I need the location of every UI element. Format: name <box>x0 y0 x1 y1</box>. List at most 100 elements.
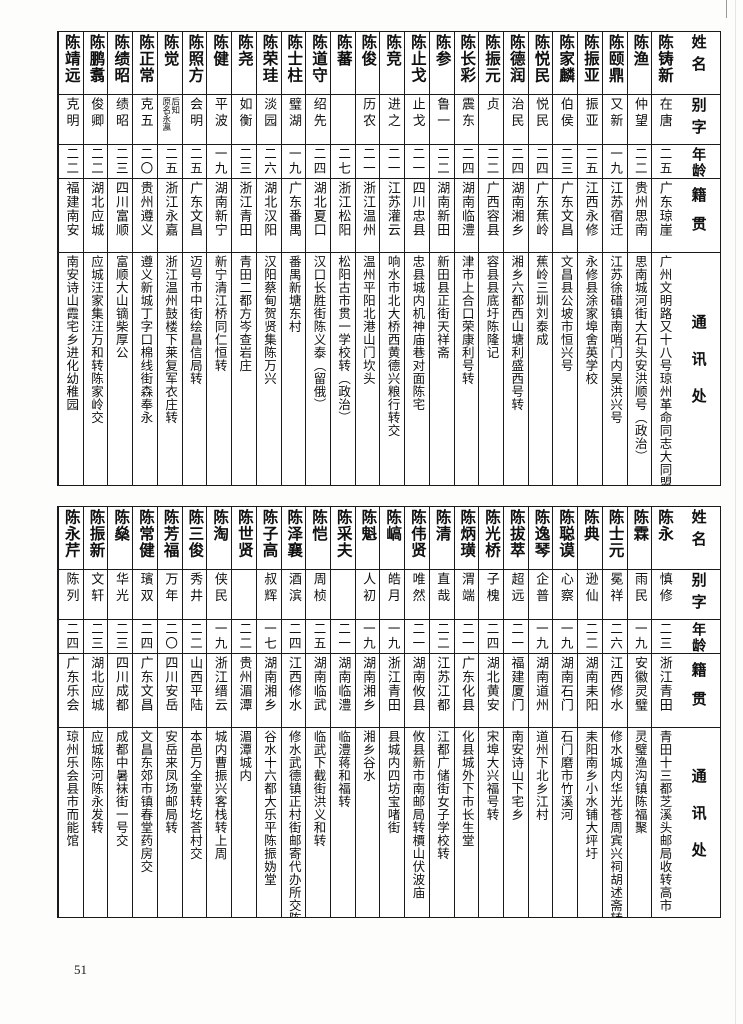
roster-entry-column[interactable]: 陈魁 人初 一九 湖南湘乡 湘乡谷水 <box>354 507 380 917</box>
roster-entry-column[interactable]: 陈士柱 璧湖 一九 广东番禺 番禺新塘东村 <box>280 32 306 485</box>
age-text: 二五 <box>657 147 673 176</box>
roster-entry-column[interactable]: 陈清 直哉 二二 江苏江都 江都广储街女子学校转 <box>428 507 454 917</box>
roster-entry-column[interactable]: 陈道守 绍先 二四 湖北夏口 汉口长胜街陈义泰（留俄） <box>305 32 330 485</box>
roster-entry-column[interactable]: 陈子高 叔辉 一七 湖南湘乡 谷水十六都大乐平陈振妫堂 <box>255 507 281 917</box>
roster-entry-column[interactable]: 陈参 鲁一 二二 湖南新田 新田县正街天祥斋 <box>428 32 454 485</box>
roster-entry-column[interactable]: 陈长彩 震东 二四 湖南临澧 津市上合口荣康利号转 <box>453 32 479 485</box>
roster-entry-column[interactable]: 陈常健 璸双 二四 广东文昌 文昌东郊市镇春堂药房交 <box>132 507 157 917</box>
roster-entry-column[interactable]: 陈三俊 秀井 二二 山西平陆 本邑万全堂转圪荅村交 <box>181 507 207 917</box>
roster-entry-column[interactable]: 陈霖 雨民 一九 安徽灵璧 灵璧渔沟镇陈福聚 <box>626 507 652 917</box>
roster-entry-column[interactable]: 陈拔萃 超远 二一 福建厦门 南安诗山下宅乡 <box>502 507 528 917</box>
roster-entry-column[interactable]: 陈铸新 在唐 二五 广东琼崖 广州文明路又十八号琼州革命同志大同盟会（政治） <box>651 32 676 485</box>
cell-name: 陈泽襄 <box>282 507 306 569</box>
roster-entry-column[interactable]: 陈靖远 克明 二二 福建南安 南安诗山霞宅乡进化幼稚园 <box>58 32 83 485</box>
cell-alias: 克五 <box>133 94 157 144</box>
roster-entry-column[interactable]: 陈振亚 振亚 二五 江西永修 永修县涂家埠舍英学校 <box>577 32 602 485</box>
name-text: 陈振元 <box>483 34 501 84</box>
roster-entry-column[interactable]: 陈蕃 二七 浙江松阳 松阳古市贯一学校转（政治） <box>329 32 355 485</box>
roster-entry-column[interactable]: 陈荣珪 淡园 二六 湖北汉阳 汉阳蔡甸贺贤集陈万兴 <box>255 32 281 485</box>
alias-text: 周桢 <box>310 572 326 605</box>
cell-native-place: 湖南湘乡 <box>256 653 281 727</box>
cell-native-place: 湖北汉阳 <box>256 178 281 252</box>
roster-entry-column[interactable]: 陈采夫 二一 湖南临澧 临澧蒋和福转 <box>329 507 355 917</box>
alias-text: 会明 <box>187 97 203 130</box>
roster-entry-column[interactable]: 陈逸琴 企普 一九 湖南道州 道州下北乡江村 <box>527 507 553 917</box>
roster-entry-column[interactable]: 陈聪谟 心察 一九 湖南石门 石门磨市竹溪河 <box>552 507 578 917</box>
cell-native-place: 四川富顺 <box>108 178 133 252</box>
cell-address: 南安诗山下宅乡 <box>503 727 528 917</box>
roster-entry-column[interactable]: 陈鹏翥 俊卿 二二 湖北应城 应城汪家集汪万和转陈家岭交 <box>82 32 108 485</box>
age-text: 二一 <box>509 622 525 651</box>
roster-entry-column[interactable]: 陈永芹 陈列 二四 广东乐会 琼州乐会县市而能馆 <box>58 507 83 917</box>
roster-entry-column[interactable]: 陈光桥 子槐 二四 湖北黄安 宋埠大兴福号转 <box>478 507 503 917</box>
cell-name: 陈鹏翥 <box>84 32 108 94</box>
roster-entry-column[interactable]: 陈止戈 止戈 二一 四川忠县 忠县城内机神庙巷对面陈宅 <box>404 32 429 485</box>
cell-address: 谷水十六都大乐平陈振妫堂 <box>256 727 281 917</box>
roster-entry-column[interactable]: 陈世贤 二二 贵州湄潭 湄潭城内 <box>231 507 256 917</box>
roster-entry-column[interactable]: 陈伟贤 唯然 二一 湖南攸县 攸县新市南邮局转檟山伏波庙 <box>404 507 429 917</box>
age-text: 二四 <box>509 147 525 176</box>
cell-native-place: 湖北应城 <box>83 653 108 727</box>
roster-entry-column[interactable]: 陈士元 冕祥 二六 江西修水 修水城内华光苍周宾兴祠胡述斋转良塘 <box>601 507 627 917</box>
roster-entry-column[interactable]: 陈燊 华光 二三 四川成都 成都中暑袜街一号交 <box>107 507 133 917</box>
roster-entry-column[interactable]: 陈尧 如衡 二三 浙江青田 青田二都方岑查岩庄 <box>231 32 256 485</box>
cell-name: 陈正常 <box>133 32 157 94</box>
cell-native-place: 广东蕉岭 <box>528 178 553 252</box>
cell-name: 陈清 <box>430 507 454 569</box>
alias-text: 在唐 <box>656 97 672 130</box>
roster-entry-column[interactable]: 陈颐鼎 又新 一九 江苏宿迁 江苏徐碏镇南哨门内吴洪兴号 <box>601 32 627 485</box>
roster-entry-column[interactable]: 陈正常 克五 二〇 贵州遵义 遵义新城丁字口棉线街森奉永 <box>132 32 157 485</box>
roster-entry-column[interactable]: 陈淘 侠民 一九 浙江缙云 城内曹振兴客栈转上周 <box>206 507 232 917</box>
address-text: 临澧蒋和福转 <box>336 730 352 808</box>
roster-entry-column[interactable]: 陈芳福 万年 二〇 四川安岳 安岳来凤场邮局转 <box>156 507 182 917</box>
roster-entry-column[interactable]: 陈振元贞二二 广西容县 容县县底圩陈隆记 <box>478 32 503 485</box>
native-place-text: 湖北应城 <box>88 181 104 237</box>
roster-entry-column[interactable]: 陈炳璜 渭端 二一 广东化县 化县城外下市长生堂 <box>453 507 479 917</box>
cell-age: 二一 <box>380 144 405 178</box>
name-text: 陈霖 <box>631 509 650 542</box>
cell-alias: 会明 <box>182 94 207 144</box>
cell-native-place: 福建厦门 <box>503 653 528 727</box>
alias-text: 人初 <box>360 572 376 605</box>
cell-alias: 逊仙 <box>578 569 602 619</box>
roster-entry-column[interactable]: 陈泽襄 酒滨 二四 江西修水 修水武德镇正村街邮寄代办所交陈进七第 <box>280 507 306 917</box>
alias-annotation-part: 后知 <box>169 97 180 114</box>
cell-name: 陈魁 <box>356 507 380 569</box>
roster-entry-column[interactable]: 陈绩昭 绩昭 二三 四川富顺 富顺大山镝柴厚公 <box>107 32 133 485</box>
cell-age: 二三 <box>232 144 256 178</box>
native-place-text: 福建厦门 <box>508 656 524 712</box>
cell-address: 道州下北乡江村 <box>528 727 553 917</box>
roster-entry-column[interactable]: 陈德润 治民 二四 湖南湘乡 湘乡六都西山塘利盛西号转 <box>502 32 528 485</box>
roster-entry-column[interactable]: 陈觉 后知 原名永瀛 二五 浙江永嘉 浙江温州鼓楼下莱复军衣庄转 <box>156 32 182 485</box>
roster-entry-column[interactable]: 陈渔 仲望 二二 贵州思南 思南城河街大石头安洪顺号（政治） <box>626 32 652 485</box>
roster-entry-column[interactable]: 陈永 慎修 二三 浙江青田 青田十三都芝溪头邮局收转高市 <box>651 507 676 917</box>
roster-entry-column[interactable]: 陈恺 周桢 二五 湖南临武 临武下截街洪义和转 <box>305 507 330 917</box>
cell-native-place: 湖北夏口 <box>306 178 330 252</box>
roster-entry-column[interactable]: 陈俊 历农 二一 浙江温州 温州平阳北港山门坎头 <box>354 32 380 485</box>
cell-native-place: 广东乐会 <box>59 653 83 727</box>
cell-address: 应城陈河陈永发转 <box>83 727 108 917</box>
row-header-label: 别字 <box>689 97 708 141</box>
roster-entry-column[interactable]: 陈典 逊仙 二二 湖南耒阳 耒阳南乡小水铺大坪圩 <box>577 507 602 917</box>
roster-entry-column[interactable]: 陈照方 会明 二五 广东文昌 迈号市中街绘昌信局转 <box>181 32 207 485</box>
roster-entry-column[interactable]: 陈竞 进之 二一 江苏灌云 响水市北大桥西黄德兴粮行转交 <box>379 32 405 485</box>
roster-entry-column[interactable]: 陈振新 文轩 二三 湖北应城 应城陈河陈永发转 <box>82 507 108 917</box>
cell-native-place: 湖南耒阳 <box>578 653 602 727</box>
roster-entry-column[interactable]: 陈悦民 悦民 二四 广东蕉岭 蕉岭三圳刘泰成 <box>527 32 553 485</box>
native-place-text: 浙江松阳 <box>335 181 351 237</box>
alias-text: 平波 <box>211 97 227 130</box>
cell-native-place: 湖北应城 <box>83 178 108 252</box>
roster-entry-column[interactable]: 陈嵪 皓月 一九 浙江青田 县城内四坊宝啫街 <box>379 507 405 917</box>
address-text: 谷水十六都大乐平陈振妫堂 <box>262 730 278 886</box>
age-text: 二七 <box>336 147 352 176</box>
cell-alias: 悦民 <box>528 94 553 144</box>
native-place-text: 湖南石门 <box>557 656 573 712</box>
roster-entry-column[interactable]: 陈家麟 伯侯 二三 广东文昌 文昌县公坡市恒兴号 <box>552 32 578 485</box>
address-text: 应城陈河陈永发转 <box>88 730 104 834</box>
roster-entry-column[interactable]: 陈健 平波 一九 湖南新宁 新宁清江桥同仁恒转 <box>206 32 232 485</box>
row-header-alias: 别字 <box>676 569 720 619</box>
address-text: 南安诗山霞宅乡进化幼稚园 <box>64 255 80 411</box>
name-text: 陈聪谟 <box>557 509 576 559</box>
cell-age: 二二 <box>429 619 454 653</box>
name-text: 陈德润 <box>507 34 526 84</box>
